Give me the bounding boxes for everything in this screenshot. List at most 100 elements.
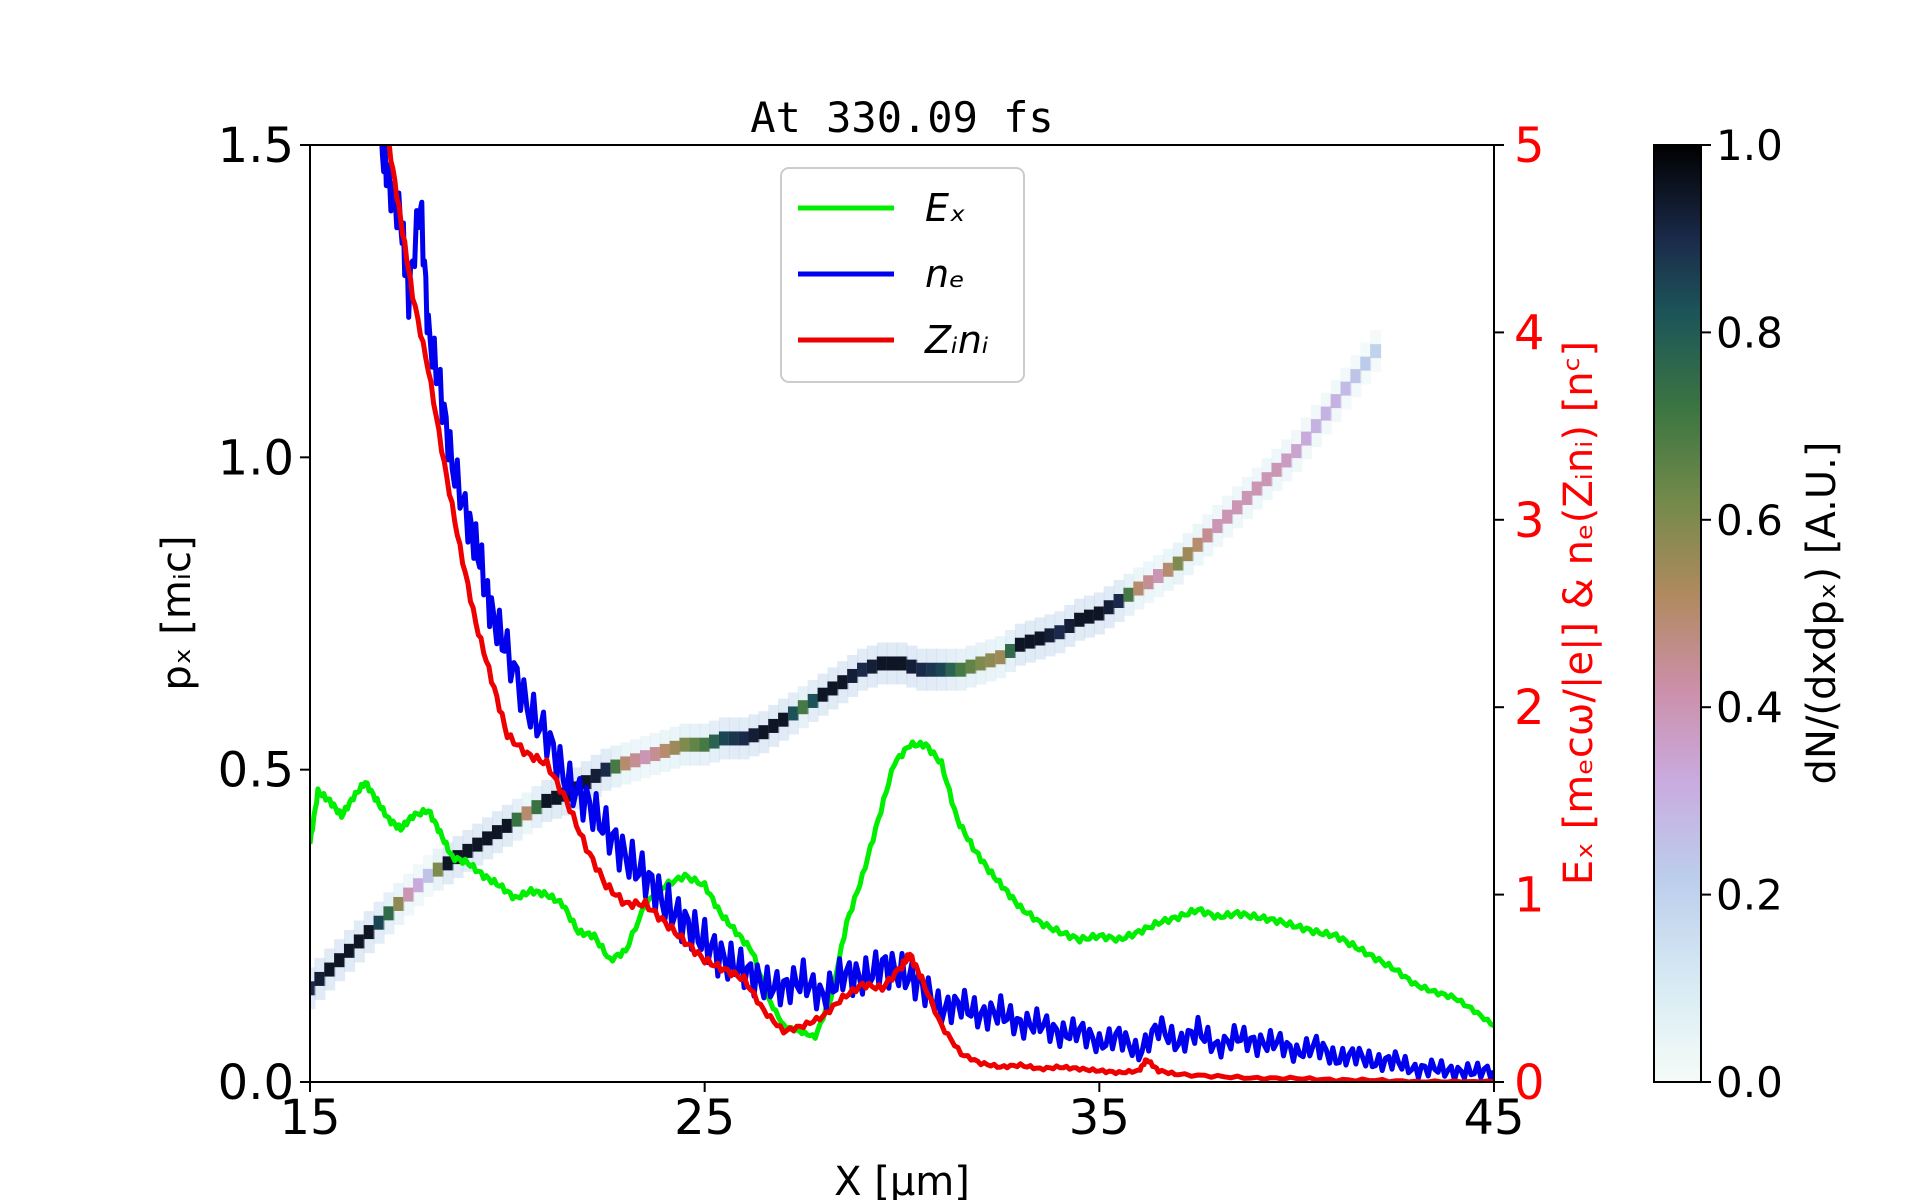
phase-space-cell — [1350, 369, 1362, 384]
phase-space-cell — [748, 728, 760, 743]
phase-space-cell — [1034, 631, 1046, 646]
x-tick-label: 35 — [1069, 1090, 1130, 1146]
y-right-tick-label: 0 — [1514, 1055, 1545, 1111]
phase-space-cell — [551, 790, 563, 805]
phase-space-cell — [403, 887, 415, 902]
phase-space-cell — [1024, 634, 1036, 649]
phase-space-cell — [363, 925, 375, 940]
phase-space-cell — [1291, 444, 1303, 459]
colorbar-tick-label: 1.0 — [1716, 121, 1783, 170]
phase-space-cell — [501, 818, 513, 833]
y-axis-label: pₓ [mᵢc] — [154, 535, 200, 690]
phase-space-cell — [916, 662, 928, 677]
phase-space-cell — [353, 934, 365, 949]
colorbar-tick-label: 0.4 — [1716, 683, 1783, 732]
phase-space-cell — [1360, 356, 1372, 371]
phase-space-cell — [1261, 472, 1273, 487]
phase-space-cell — [1064, 618, 1076, 633]
phase-space-cell — [1054, 625, 1066, 640]
phase-space-cell — [1330, 394, 1342, 409]
phase-space-cell — [1192, 537, 1204, 552]
phase-space-cell — [1074, 612, 1086, 627]
colorbar: 0.0 0.2 0.4 0.6 0.8 1.0 dN/(dxdpₓ) [A.U.] — [1653, 121, 1845, 1107]
phase-space-cell — [896, 656, 908, 671]
phase-space-cell — [393, 896, 405, 911]
phase-space-cell — [600, 762, 612, 777]
phase-space-cell — [1370, 344, 1382, 359]
legend-label-ne: nₑ — [925, 252, 965, 296]
phase-space-cell — [541, 793, 553, 808]
phase-space-cell — [383, 906, 395, 921]
legend-label-ex: Eₓ — [925, 186, 966, 230]
phase-space-cell — [679, 737, 691, 752]
legend: Eₓ nₑ Zᵢnᵢ — [780, 167, 1025, 383]
phase-space-cell — [649, 747, 661, 762]
phase-space-cell — [659, 743, 671, 758]
phase-space-cell — [531, 800, 543, 815]
phase-space-cell — [639, 750, 651, 765]
phase-space-cell — [310, 981, 316, 996]
phase-space-cell — [373, 915, 385, 930]
phase-space-cell — [482, 831, 494, 846]
phase-space-cell — [1182, 547, 1194, 562]
phase-space-cell — [866, 659, 878, 674]
phase-space-cell — [728, 731, 740, 746]
phase-space-cell — [462, 843, 474, 858]
phase-space-cell — [669, 740, 681, 755]
colorbar-tick-label: 0.2 — [1716, 871, 1783, 920]
phase-space-cell — [699, 737, 711, 752]
phase-space-cell — [1113, 594, 1125, 609]
x-axis-label: X [μm] — [834, 1159, 970, 1200]
phase-space-cell — [906, 659, 918, 674]
phase-space-cell — [807, 693, 819, 708]
y-tick-label: 0.0 — [218, 1055, 294, 1111]
phase-space-cell — [985, 653, 997, 668]
phase-space-cell — [1172, 556, 1184, 571]
phase-space-cell — [1044, 628, 1056, 643]
y-right-tick-label: 4 — [1514, 305, 1545, 361]
phase-space-cell — [1301, 431, 1313, 446]
phase-space-cell — [1153, 569, 1165, 584]
phase-space-cell — [1005, 643, 1017, 658]
phase-space-cell — [718, 731, 730, 746]
phase-space-cell — [857, 662, 869, 677]
phase-space-cell — [1320, 406, 1332, 421]
plot-frame — [309, 144, 1495, 1083]
phase-space-cell — [768, 718, 780, 733]
y-tick-label: 0.5 — [218, 743, 294, 799]
series-line-zini — [386, 145, 1494, 1082]
phase-space-cell — [413, 878, 425, 893]
phase-space-cell — [689, 737, 701, 752]
phase-space-cell — [975, 656, 987, 671]
phase-space-cell — [926, 662, 938, 677]
phase-space-cell — [432, 862, 444, 877]
phase-space-cell — [1143, 575, 1155, 590]
phase-space-cell — [1133, 581, 1145, 596]
y-right-tick-label: 2 — [1514, 680, 1545, 736]
x-tick-label: 15 — [279, 1090, 340, 1146]
phase-space-cell — [1212, 519, 1224, 534]
phase-space-cell — [1340, 381, 1352, 396]
phase-space-cell — [787, 706, 799, 721]
phase-space-cell — [886, 656, 898, 671]
phase-space-cell — [620, 756, 632, 771]
y-axis-right-label: Eₓ [mₑcω/|e|] & nₑ(Zᵢnᵢ) [nᶜ] — [1556, 341, 1602, 885]
phase-space-cell — [965, 659, 977, 674]
chart-title: At 330.09 fs — [750, 93, 1053, 142]
phase-space-cell — [1083, 609, 1095, 624]
phase-space-cell — [1093, 606, 1105, 621]
phase-space-cell — [738, 731, 750, 746]
colorbar-tick-label: 0.6 — [1716, 496, 1783, 545]
series-line-ne — [379, 145, 1494, 1082]
phase-space-cell — [442, 856, 454, 871]
phase-space-cell — [827, 681, 839, 696]
phase-space-cell — [343, 943, 355, 958]
phase-space-cell — [324, 962, 336, 977]
phase-space-cell — [580, 775, 592, 790]
phase-space-cell — [314, 971, 326, 986]
phase-space-cell — [935, 662, 947, 677]
phase-space-cell — [1241, 490, 1253, 505]
phase-space-cell — [955, 662, 967, 677]
phase-space-cell — [817, 687, 829, 702]
